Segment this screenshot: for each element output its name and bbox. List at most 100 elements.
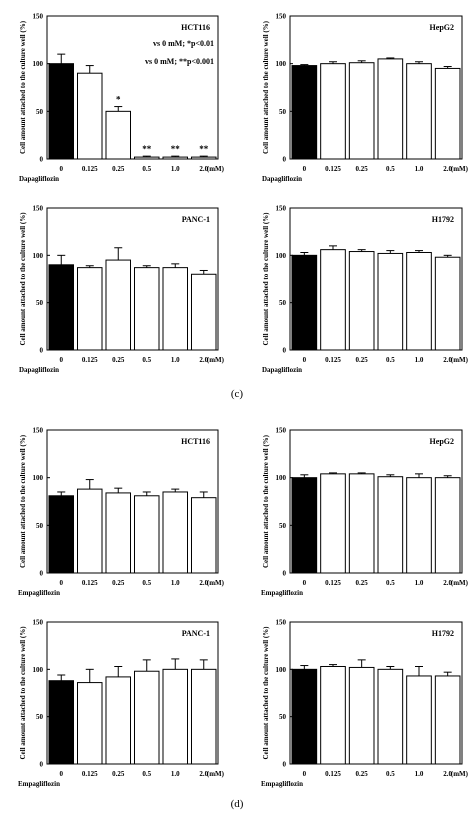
x-tick-label: 0.5: [386, 356, 395, 364]
x-tick-label: 0: [303, 356, 307, 364]
x-axis-unit-label: (mM): [207, 579, 225, 587]
x-tick-label: 0.125: [82, 579, 98, 587]
x-tick-label: 1.0: [171, 770, 180, 778]
x-tick-label: 0.5: [142, 579, 151, 587]
bar: [105, 492, 132, 574]
bar: [105, 259, 132, 351]
y-tick-label: 100: [33, 60, 44, 68]
y-tick-label: 150: [276, 205, 287, 213]
y-tick-label: 50: [36, 108, 44, 116]
plot-frame: [289, 429, 463, 574]
chart-title: PANC-1: [182, 215, 210, 224]
bar: [133, 670, 160, 765]
bar: [76, 682, 103, 765]
x-tick-label: 0.125: [82, 770, 98, 778]
x-tick-label: 1.0: [171, 165, 180, 173]
bar: [434, 67, 461, 160]
x-tick-label: 0.25: [112, 579, 125, 587]
x-tick-label: 1.0: [415, 770, 424, 778]
bar: [291, 65, 318, 160]
bar: [133, 156, 160, 160]
bar: [162, 267, 189, 351]
plot-frame: [46, 15, 219, 160]
x-axis-drug-label: Empagliflozin: [261, 780, 303, 788]
bar: [190, 273, 217, 351]
chart-title: HCT116: [181, 23, 210, 32]
x-tick-label: 0.25: [112, 165, 125, 173]
y-tick-label: 100: [33, 252, 44, 260]
bar: [190, 497, 217, 574]
bar: [133, 267, 160, 351]
plot-frame: [46, 207, 219, 351]
y-tick-label: 100: [33, 666, 44, 674]
bar: [48, 63, 75, 160]
y-tick-label: 100: [276, 252, 287, 260]
x-axis-drug-label: Dapagliflozin: [19, 175, 59, 183]
stats-annotation: vs 0 mM; *p<0.01: [153, 39, 214, 48]
plot-frame: [46, 429, 219, 574]
y-axis-label: Cell amount attached to the culture well…: [19, 212, 27, 346]
x-tick-label: 2.0: [199, 770, 208, 778]
stats-annotation: vs 0 mM; **p<0.001: [145, 57, 214, 66]
bar: [48, 680, 75, 765]
bar: [320, 665, 346, 765]
chart-panel: 0 50 100 150 Cell amount attached to the cul…: [19, 13, 225, 184]
bar: [434, 256, 461, 351]
bar: [320, 249, 346, 351]
bar: [406, 251, 432, 351]
x-tick-label: 2.0: [199, 165, 208, 173]
y-tick-label: 0: [40, 156, 44, 164]
chart-panel: 0 50 100 150 Cell amount attached to the cul…: [261, 619, 469, 789]
plot-frame: [289, 207, 463, 351]
x-tick-label: 0: [303, 770, 307, 778]
x-tick-label: 2.0: [199, 579, 208, 587]
plot-frame: [289, 621, 463, 765]
x-axis-unit-label: (mM): [451, 165, 469, 173]
x-tick-label: 1.0: [415, 356, 424, 364]
bar: [406, 63, 432, 160]
x-tick-label: 1.0: [415, 579, 424, 587]
bar: [348, 473, 375, 574]
chart-title: PANC-1: [182, 629, 210, 638]
y-tick-label: 150: [276, 619, 287, 627]
y-tick-label: 0: [40, 570, 44, 578]
chart-panel: 0 50 100 150 Cell amount attached to the cul…: [18, 427, 225, 598]
x-tick-label: 0: [60, 770, 64, 778]
x-tick-label: 0: [303, 165, 307, 173]
chart-panel: 0 50 100 150 Cell amount attached to the cul…: [19, 205, 225, 375]
chart-title: H1792: [432, 629, 454, 638]
bar: [291, 254, 318, 351]
bar: [76, 72, 103, 160]
bar: [105, 110, 132, 160]
plot-frame: [46, 621, 219, 765]
x-tick-label: 0.5: [386, 579, 395, 587]
x-tick-label: 0.5: [142, 356, 151, 364]
x-tick-label: 0.25: [112, 770, 125, 778]
bar: [76, 488, 103, 574]
chart-panel: 0 50 100 150 Cell amount attached to the cul…: [262, 13, 469, 184]
x-tick-label: 0.5: [386, 165, 395, 173]
y-tick-label: 150: [33, 13, 44, 21]
y-tick-label: 0: [283, 761, 287, 769]
y-tick-label: 0: [40, 761, 44, 769]
y-tick-label: 100: [33, 474, 44, 482]
x-axis-drug-label: Dapagliflozin: [262, 366, 302, 374]
panel-label-c: (c): [231, 388, 244, 400]
chart-panel: 0 50 100 150 Cell amount attached to the cul…: [262, 205, 469, 375]
significance-mark: **: [142, 144, 152, 154]
y-tick-label: 0: [283, 156, 287, 164]
x-axis-unit-label: (mM): [451, 579, 469, 587]
panel-label-d: (d): [231, 798, 244, 810]
x-axis-unit-label: (mM): [207, 165, 225, 173]
bar: [320, 63, 346, 160]
y-tick-label: 100: [276, 666, 287, 674]
bar: [48, 264, 75, 351]
y-tick-label: 100: [276, 60, 287, 68]
y-tick-label: 150: [276, 427, 287, 435]
y-tick-label: 0: [40, 347, 44, 355]
x-tick-label: 0: [303, 579, 307, 587]
x-tick-label: 0.125: [325, 770, 341, 778]
y-axis-label: Cell amount attached to the culture well…: [262, 20, 270, 154]
y-axis-label: Cell amount attached to the culture well…: [19, 20, 27, 154]
